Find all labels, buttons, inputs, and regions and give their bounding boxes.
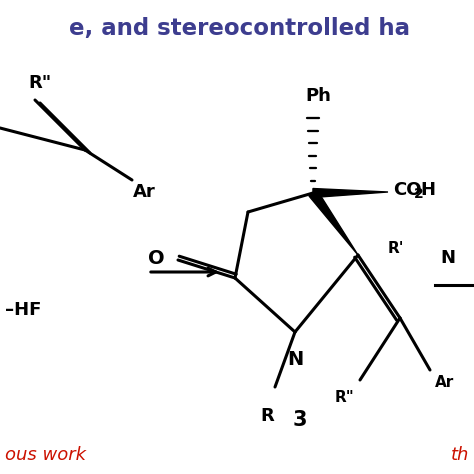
Text: Ar: Ar <box>133 183 156 201</box>
Text: O: O <box>148 248 165 267</box>
Polygon shape <box>313 189 388 198</box>
Text: ous work: ous work <box>5 446 86 464</box>
Text: th: th <box>451 446 469 464</box>
Text: N: N <box>440 249 455 267</box>
Text: 2: 2 <box>414 187 424 201</box>
Text: e, and stereocontrolled ha: e, and stereocontrolled ha <box>70 17 410 39</box>
Text: –HF: –HF <box>5 301 41 319</box>
Text: H: H <box>420 181 435 199</box>
Text: R": R" <box>335 390 355 405</box>
Text: R: R <box>260 407 274 425</box>
Text: Ar: Ar <box>435 375 454 390</box>
Text: R': R' <box>388 240 404 255</box>
Text: Ph: Ph <box>305 87 331 105</box>
Polygon shape <box>309 190 358 255</box>
Text: CO: CO <box>393 181 421 199</box>
Text: R": R" <box>28 74 51 92</box>
Text: 3: 3 <box>293 410 307 430</box>
Text: N: N <box>287 350 303 369</box>
